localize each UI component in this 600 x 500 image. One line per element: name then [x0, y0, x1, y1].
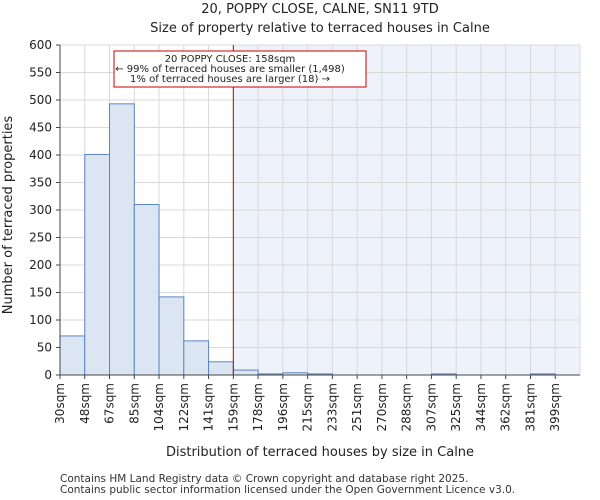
x-tick-label: 325sqm [449, 383, 463, 431]
x-tick-label: 344sqm [474, 383, 488, 431]
chart: 20, POPPY CLOSE, CALNE, SN11 9TD Size of… [1, 2, 581, 460]
x-tick-label: 399sqm [548, 383, 562, 431]
footer-line-1: Contains HM Land Registry data © Crown c… [60, 473, 469, 485]
bar [183, 340, 210, 376]
x-tick-labels: 30sqm 48sqm 67sqm 85sqm 104sqm 122sqm 141sqm 15… [53, 383, 562, 431]
y-tick-label: 200 [29, 258, 52, 272]
y-tick-label: 600 [29, 38, 52, 52]
x-tick-label: 141sqm [202, 383, 216, 431]
y-tick-labels: 0 50 100 150 200 250 300 350 400 450 500 550 600 [29, 38, 52, 382]
x-tick-label: 67sqm [103, 383, 117, 424]
y-tick-label: 350 [29, 176, 52, 190]
chart-subtitle: Size of property relative to terraced ho… [150, 21, 490, 36]
chart-title: 20, POPPY CLOSE, CALNE, SN11 9TD [201, 2, 438, 17]
y-tick-label: 250 [29, 231, 52, 245]
y-tick-label: 500 [29, 93, 52, 107]
footer-line-2: Contains public sector information licen… [60, 484, 516, 496]
x-tick-label: 122sqm [177, 383, 191, 431]
x-tick-label: 159sqm [226, 383, 240, 431]
bar [133, 204, 160, 376]
y-tick-label: 0 [44, 368, 52, 382]
annotation-frame [113, 50, 367, 88]
y-tick-label: 150 [29, 286, 52, 300]
x-tick-label: 270sqm [375, 383, 389, 431]
x-tick-label: 104sqm [152, 383, 166, 431]
bar [208, 361, 234, 376]
y-tick-label: 300 [29, 203, 52, 217]
x-tick-label: 196sqm [276, 383, 290, 431]
y-tick-label: 550 [29, 66, 52, 80]
y-tick-label: 400 [29, 148, 52, 162]
bar [59, 335, 86, 376]
x-tick-label: 215sqm [301, 383, 315, 431]
y-tick-label: 50 [37, 341, 52, 355]
x-tick-label: 30sqm [53, 383, 67, 424]
x-tick-label: 85sqm [127, 383, 141, 424]
x-tick-label: 178sqm [251, 383, 265, 431]
x-tick-label: 307sqm [424, 383, 438, 431]
bar [158, 296, 185, 376]
y-tick-label: 450 [29, 121, 52, 135]
x-tick-label: 251sqm [350, 383, 364, 431]
x-tick-label: 362sqm [499, 383, 513, 431]
annotation-line-3: 1% of terraced houses are larger (18) → [130, 74, 330, 85]
y-axis-title: Number of terraced properties [1, 116, 16, 315]
bar [109, 103, 135, 376]
annotation-line-1: 20 POPPY CLOSE: 158sqm [165, 54, 296, 65]
bar [84, 153, 111, 376]
x-axis-title: Distribution of terraced houses by size … [166, 445, 474, 460]
axes [56, 44, 580, 379]
y-tick-label: 100 [29, 313, 52, 327]
annotation-box: 20 POPPY CLOSE: 158sqm ← 99% of terraced… [113, 50, 367, 88]
bars [59, 103, 556, 376]
x-tick-label: 48sqm [78, 383, 92, 424]
bar [232, 369, 259, 376]
x-tick-label: 381sqm [523, 383, 537, 431]
x-tick-label: 233sqm [325, 383, 339, 431]
x-tick-label: 288sqm [400, 383, 414, 431]
annotation-line-2: ← 99% of terraced houses are smaller (1,… [115, 64, 345, 75]
